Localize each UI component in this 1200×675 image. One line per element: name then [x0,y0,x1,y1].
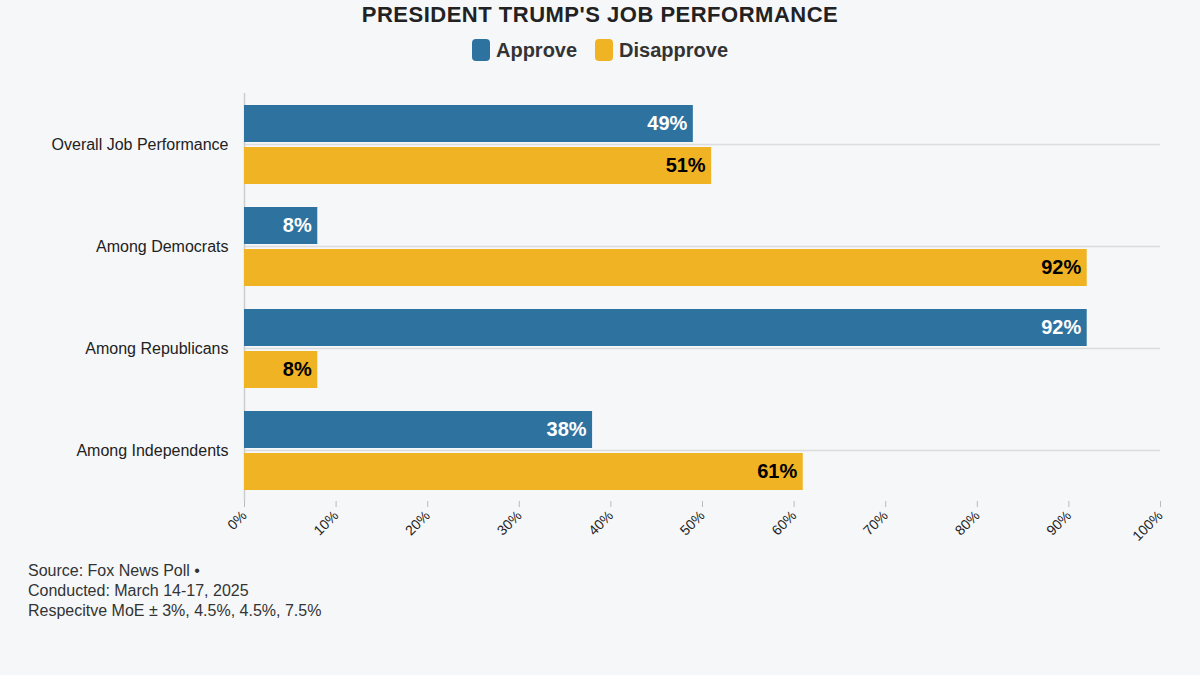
svg-text:8%: 8% [283,358,312,380]
svg-text:Among Republicans: Among Republicans [85,340,228,357]
svg-text:Among Independents: Among Independents [76,442,228,459]
svg-text:92%: 92% [1041,256,1081,278]
svg-text:20%: 20% [402,507,433,538]
svg-text:10%: 10% [310,507,341,538]
html-text:Conducted: March 14-17, 2025: Conducted: March 14-17, 2025 [28,582,249,599]
svg-text:92%: 92% [1041,316,1081,338]
svg-text:49%: 49% [647,112,687,134]
html-text:Disapprove: Disapprove [619,38,728,61]
svg-text:Overall Job Performance: Overall Job Performance [52,136,229,153]
svg-text:30%: 30% [493,507,524,538]
svg-text:8%: 8% [283,214,312,236]
svg-text:50%: 50% [677,507,708,538]
html-text:Approve: Approve [496,38,578,61]
svg-text:70%: 70% [860,507,891,538]
svg-text:60%: 60% [768,507,799,538]
html-text:Source: Fox News Poll •: Source: Fox News Poll • [28,562,200,579]
svg-text:90%: 90% [1043,507,1074,538]
svg-text:51%: 51% [666,154,706,176]
svg-text:Among Democrats: Among Democrats [96,238,229,255]
svg-text:80%: 80% [951,507,982,538]
svg-text:61%: 61% [757,460,797,482]
html-text:Respecitve MoE ± 3%, 4.5%, 4.5: Respecitve MoE ± 3%, 4.5%, 4.5%, 7.5% [28,602,322,619]
svg-text:40%: 40% [585,507,616,538]
svg-text:38%: 38% [547,418,587,440]
svg-text:0%: 0% [224,507,250,533]
svg-text:100%: 100% [1129,507,1166,544]
html-text:PRESIDENT TRUMP'S JOB PERFORMA: PRESIDENT TRUMP'S JOB PERFORMANCE [361,2,839,27]
